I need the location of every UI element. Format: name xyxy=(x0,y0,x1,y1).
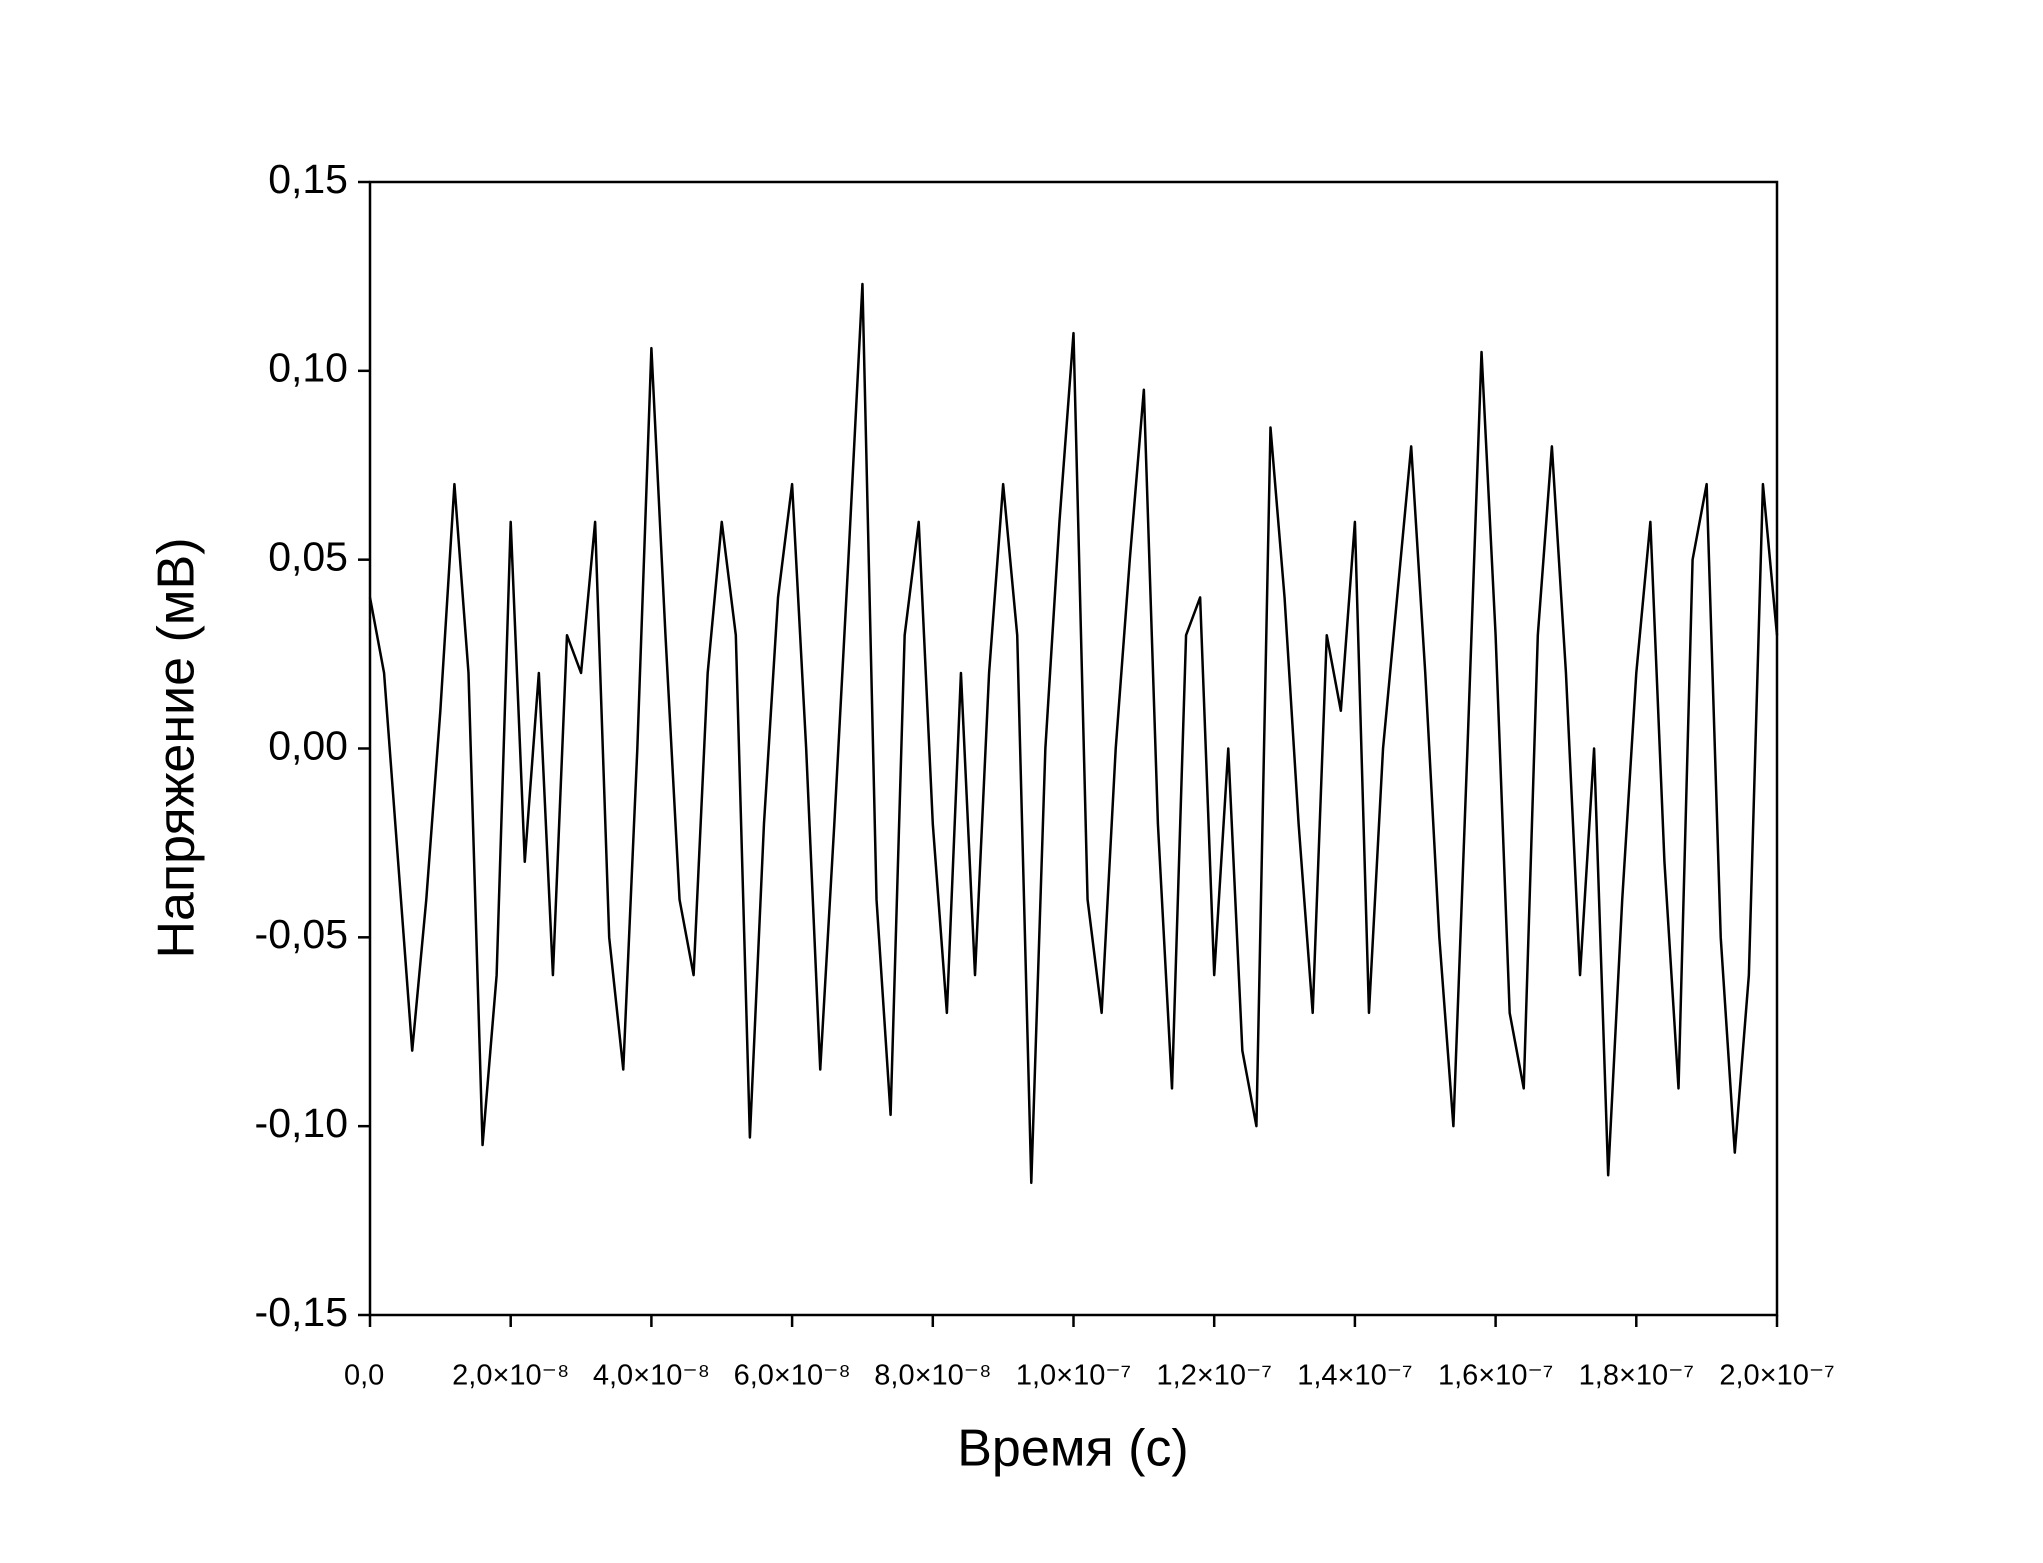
y-tick-label: 0,10 xyxy=(268,345,348,391)
x-tick-label: 6,0×10⁻⁸ xyxy=(734,1360,851,1392)
x-tick-label: 2,0×10⁻⁷ xyxy=(1719,1360,1834,1392)
x-axis-label: Время (с) xyxy=(957,1420,1189,1478)
y-tick-label: 0,00 xyxy=(268,722,348,768)
x-tick-label: 4,0×10⁻⁸ xyxy=(593,1360,710,1392)
y-axis-label: Напряжение (мВ) xyxy=(148,537,206,958)
plot-frame xyxy=(368,180,1779,1317)
x-tick-label: 1,2×10⁻⁷ xyxy=(1157,1360,1272,1392)
y-tick-label: 0,15 xyxy=(268,156,348,202)
x-tick-label: 2,0×10⁻⁸ xyxy=(452,1360,569,1392)
x-tick-label: 0,0 xyxy=(344,1360,384,1392)
y-tick-label: -0,10 xyxy=(255,1100,348,1146)
y-tick-label: 0,05 xyxy=(268,533,348,579)
x-tick-label: 1,8×10⁻⁷ xyxy=(1579,1360,1694,1392)
y-tick-label: -0,05 xyxy=(255,911,348,957)
data-line xyxy=(368,282,1779,1185)
x-tick-label: 1,4×10⁻⁷ xyxy=(1297,1360,1412,1392)
y-tick-label: -0,15 xyxy=(255,1289,348,1335)
x-tick-label: 8,0×10⁻⁸ xyxy=(874,1360,991,1392)
x-tick-label: 1,0×10⁻⁷ xyxy=(1016,1360,1131,1392)
x-tick-label: 1,6×10⁻⁷ xyxy=(1438,1360,1553,1392)
